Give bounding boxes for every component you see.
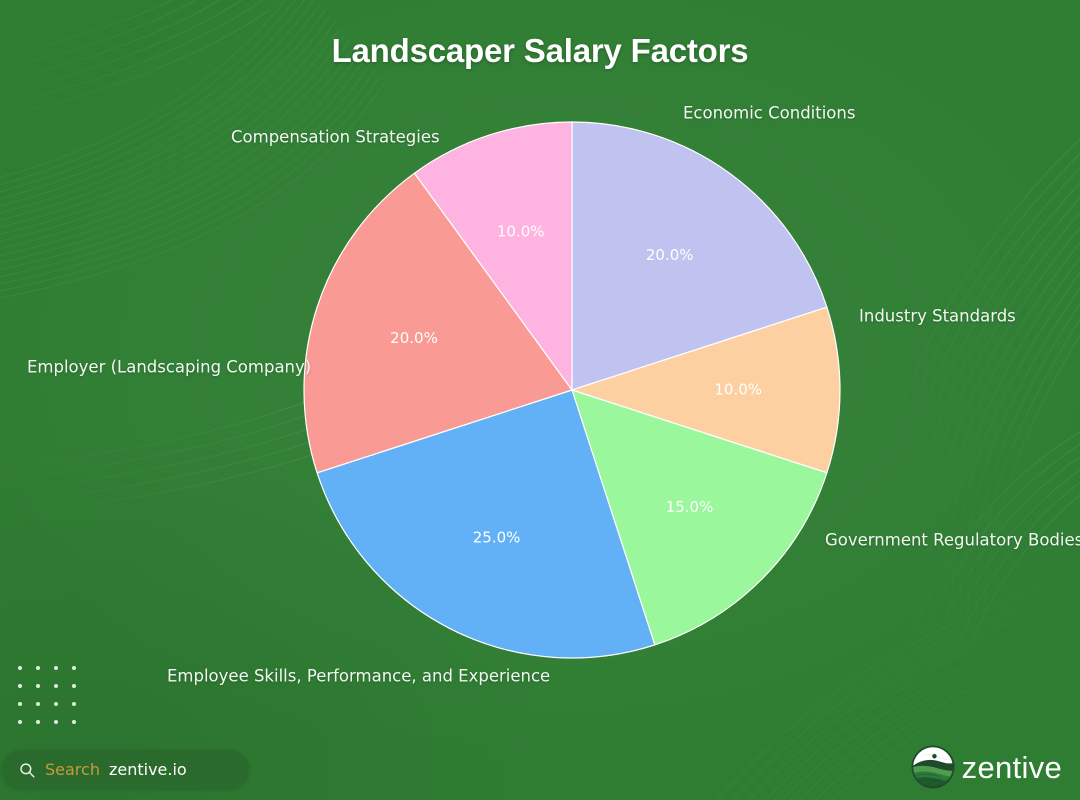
pie-category-label: Compensation Strategies: [231, 127, 440, 147]
pie-slice: [316, 389, 656, 659]
search-bar[interactable]: Search zentive.io: [2, 750, 249, 789]
pie-slice-percent-label: 10.0%: [497, 223, 545, 241]
brand-logo[interactable]: zentive: [910, 742, 1062, 792]
brand-wordmark: zentive: [961, 749, 1062, 785]
pie-slice: [571, 389, 828, 646]
pie-category-label: Employee Skills, Performance, and Experi…: [167, 666, 551, 686]
pie-slice-percent-label: 25.0%: [473, 529, 521, 547]
pie-slice-group: [303, 121, 841, 659]
pie-category-label: Economic Conditions: [683, 103, 856, 123]
pie-category-label: Industry Standards: [859, 306, 1016, 326]
pie-slice-percent-label: 15.0%: [666, 498, 714, 516]
search-query-text: zentive.io: [108, 760, 187, 779]
search-action-label: Search: [45, 760, 100, 779]
search-icon: [20, 762, 35, 777]
pie-category-label: Employer (Landscaping Company): [27, 357, 312, 377]
pie-percent-label-group: 20.0% 10.0% 15.0% 25.0% 20.0% 10.0%: [390, 223, 762, 547]
pie-slice: [570, 306, 841, 474]
pie-slice-percent-label: 20.0%: [390, 329, 438, 347]
pie-category-label: Government Regulatory Bodies: [825, 530, 1080, 550]
pie-slice: [571, 121, 828, 391]
pie-slice-percent-label: 10.0%: [714, 381, 762, 399]
pie-slice: [303, 172, 573, 474]
pie-slice-percent-label: 20.0%: [646, 246, 694, 264]
dot-grid-decoration: [18, 666, 90, 738]
page-title: Landscaper Salary Factors: [331, 32, 749, 69]
pie-slice: [413, 121, 573, 392]
zentive-mark-icon: [911, 745, 955, 789]
